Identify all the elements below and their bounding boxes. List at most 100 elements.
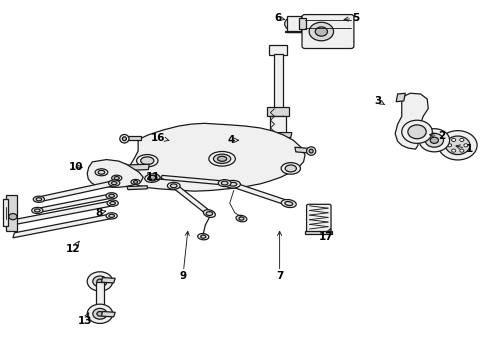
Text: 2: 2 <box>430 131 445 141</box>
Ellipse shape <box>309 149 313 153</box>
Text: 12: 12 <box>66 241 81 255</box>
Polygon shape <box>87 159 143 187</box>
FancyBboxPatch shape <box>307 204 331 234</box>
Text: 17: 17 <box>319 229 334 242</box>
Circle shape <box>452 138 456 141</box>
Ellipse shape <box>134 181 138 183</box>
Polygon shape <box>13 213 113 238</box>
Polygon shape <box>127 164 149 170</box>
Circle shape <box>408 125 426 139</box>
Polygon shape <box>270 45 287 55</box>
Circle shape <box>445 136 470 154</box>
Ellipse shape <box>145 174 160 183</box>
Ellipse shape <box>36 198 42 201</box>
Polygon shape <box>268 107 289 116</box>
Ellipse shape <box>120 135 129 143</box>
Circle shape <box>97 311 103 316</box>
Circle shape <box>464 144 468 147</box>
Ellipse shape <box>218 180 231 186</box>
Circle shape <box>9 213 17 220</box>
Ellipse shape <box>95 169 108 176</box>
Polygon shape <box>97 282 103 311</box>
Polygon shape <box>287 16 301 32</box>
Polygon shape <box>285 31 303 32</box>
Text: 13: 13 <box>77 313 92 326</box>
Ellipse shape <box>112 175 122 181</box>
Circle shape <box>402 120 432 143</box>
Polygon shape <box>3 199 8 226</box>
Ellipse shape <box>121 164 128 171</box>
Ellipse shape <box>168 182 180 189</box>
Ellipse shape <box>141 157 154 165</box>
Circle shape <box>87 272 113 291</box>
Polygon shape <box>101 278 115 283</box>
Ellipse shape <box>110 202 116 205</box>
Ellipse shape <box>221 181 228 185</box>
Ellipse shape <box>206 212 213 216</box>
Polygon shape <box>128 136 141 140</box>
Ellipse shape <box>106 213 117 219</box>
Ellipse shape <box>229 182 237 186</box>
Ellipse shape <box>122 137 126 141</box>
Ellipse shape <box>98 170 105 174</box>
Circle shape <box>309 22 334 41</box>
Polygon shape <box>270 116 286 134</box>
Text: 5: 5 <box>344 13 360 23</box>
Polygon shape <box>37 193 113 213</box>
Text: 3: 3 <box>375 96 385 106</box>
Ellipse shape <box>106 193 117 199</box>
Text: 9: 9 <box>179 231 189 282</box>
Ellipse shape <box>107 200 118 206</box>
Ellipse shape <box>285 202 293 206</box>
Ellipse shape <box>281 163 300 174</box>
Circle shape <box>93 309 107 319</box>
Polygon shape <box>273 54 283 109</box>
Circle shape <box>452 149 456 152</box>
Circle shape <box>97 279 103 284</box>
Text: 10: 10 <box>69 162 83 172</box>
Ellipse shape <box>209 152 235 166</box>
Polygon shape <box>231 182 290 206</box>
Ellipse shape <box>171 184 177 188</box>
Circle shape <box>447 144 452 147</box>
Ellipse shape <box>131 179 140 184</box>
Circle shape <box>290 21 298 27</box>
Text: 8: 8 <box>95 208 106 218</box>
Ellipse shape <box>137 154 158 167</box>
Ellipse shape <box>203 210 215 217</box>
Polygon shape <box>101 311 115 317</box>
Ellipse shape <box>285 165 296 172</box>
Ellipse shape <box>225 180 241 188</box>
Circle shape <box>87 304 113 323</box>
Polygon shape <box>39 180 115 202</box>
Ellipse shape <box>281 199 296 207</box>
Ellipse shape <box>114 176 119 180</box>
Circle shape <box>439 131 477 160</box>
Ellipse shape <box>34 209 40 212</box>
Circle shape <box>419 129 450 152</box>
Text: 4: 4 <box>227 135 239 145</box>
Polygon shape <box>6 195 17 231</box>
Circle shape <box>149 175 156 181</box>
Ellipse shape <box>109 180 120 186</box>
Ellipse shape <box>214 154 231 163</box>
Circle shape <box>425 133 443 147</box>
Text: 11: 11 <box>146 172 164 182</box>
Circle shape <box>285 17 303 31</box>
Circle shape <box>315 27 327 36</box>
Polygon shape <box>127 123 305 191</box>
Ellipse shape <box>307 147 316 155</box>
Ellipse shape <box>236 215 247 222</box>
Circle shape <box>430 137 439 143</box>
Text: 16: 16 <box>151 132 169 143</box>
Polygon shape <box>161 175 226 185</box>
Polygon shape <box>173 183 210 216</box>
Ellipse shape <box>122 166 126 170</box>
Polygon shape <box>305 231 332 234</box>
Ellipse shape <box>111 181 117 185</box>
FancyBboxPatch shape <box>302 14 354 49</box>
Polygon shape <box>299 18 306 29</box>
Ellipse shape <box>239 217 244 220</box>
Ellipse shape <box>32 207 43 213</box>
Circle shape <box>460 138 464 141</box>
